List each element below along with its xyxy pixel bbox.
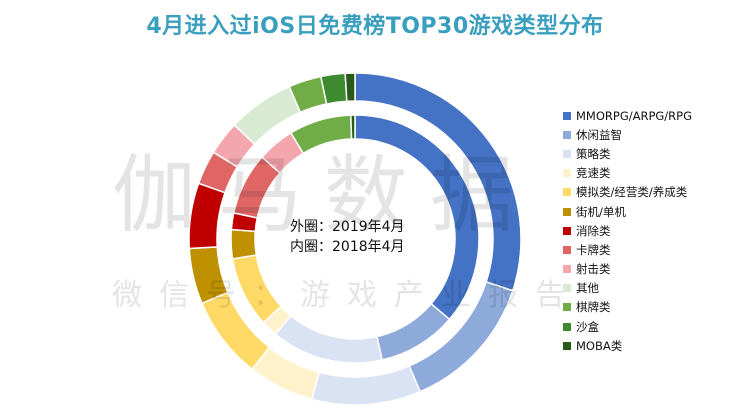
- chart-title: 4月进入过iOS日免费榜TOP30游戏类型分布: [146, 14, 604, 39]
- center-label-inner: 内圈：2018年4月: [290, 239, 405, 255]
- outer-slice: [344, 72, 356, 103]
- legend-swatch: [563, 322, 571, 331]
- outer-slice: [188, 182, 226, 250]
- legend-item: 射击类: [563, 260, 692, 279]
- legend-label: 模拟类/经营类/养成类: [576, 185, 688, 200]
- legend-label: 休闲益智: [576, 127, 622, 142]
- legend-item: 沙盒: [563, 317, 692, 336]
- legend-swatch: [563, 284, 571, 293]
- legend-swatch: [563, 226, 571, 235]
- legend-swatch: [563, 169, 571, 178]
- inner-slice: [274, 314, 384, 364]
- legend-item: 竞速类: [563, 164, 692, 183]
- legend-label: 消除类: [576, 223, 611, 238]
- legend-label: MOBA类: [576, 338, 623, 353]
- legend-label: 棋牌类: [576, 300, 611, 315]
- inner-slice: [289, 114, 353, 155]
- legend-swatch: [563, 130, 571, 139]
- legend-item: 休闲益智: [563, 125, 692, 144]
- legend-item: 消除类: [563, 221, 692, 240]
- inner-ring-2018: [230, 114, 480, 364]
- legend-swatch: [563, 341, 571, 350]
- legend-item: 卡牌类: [563, 240, 692, 259]
- inner-slice: [231, 254, 283, 324]
- legend-swatch: [563, 188, 571, 197]
- legend-swatch: [563, 111, 571, 120]
- center-label-outer: 外圈：2019年4月: [290, 219, 405, 235]
- legend-item: 棋牌类: [563, 298, 692, 317]
- legend-label: 其他: [576, 281, 599, 296]
- center-label: 外圈：2019年4月 内圈：2018年4月: [290, 217, 405, 257]
- legend-item: 其他: [563, 279, 692, 298]
- legend-item: 策略类: [563, 144, 692, 163]
- legend-item: 街机/单机: [563, 202, 692, 221]
- legend-item: 模拟类/经营类/养成类: [563, 183, 692, 202]
- legend-label: 射击类: [576, 262, 611, 277]
- legend-label: 竞速类: [576, 166, 611, 181]
- outer-ring-2019: [188, 72, 522, 406]
- legend-label: 街机/单机: [576, 204, 626, 219]
- legend-item: MOBA类: [563, 336, 692, 355]
- outer-slice: [310, 364, 422, 406]
- legend-swatch: [563, 303, 571, 312]
- legend-swatch: [563, 207, 571, 216]
- chart-legend: MMORPG/ARPG/RPG 休闲益智策略类竞速类模拟类/经营类/养成类 街机/单…: [563, 106, 692, 355]
- legend-item: MMORPG/ARPG/RPG: [563, 106, 692, 125]
- inner-slice: [230, 228, 258, 260]
- outer-slice: [188, 246, 229, 305]
- legend-label: 沙盒: [576, 319, 599, 334]
- legend-label: MMORPG/ARPG/RPG: [576, 108, 693, 123]
- legend-label: 策略类: [576, 146, 611, 161]
- legend-swatch: [563, 245, 571, 254]
- legend-label: 卡牌类: [576, 242, 611, 257]
- legend-swatch: [563, 149, 571, 158]
- inner-slice: [350, 114, 356, 140]
- legend-swatch: [563, 265, 571, 274]
